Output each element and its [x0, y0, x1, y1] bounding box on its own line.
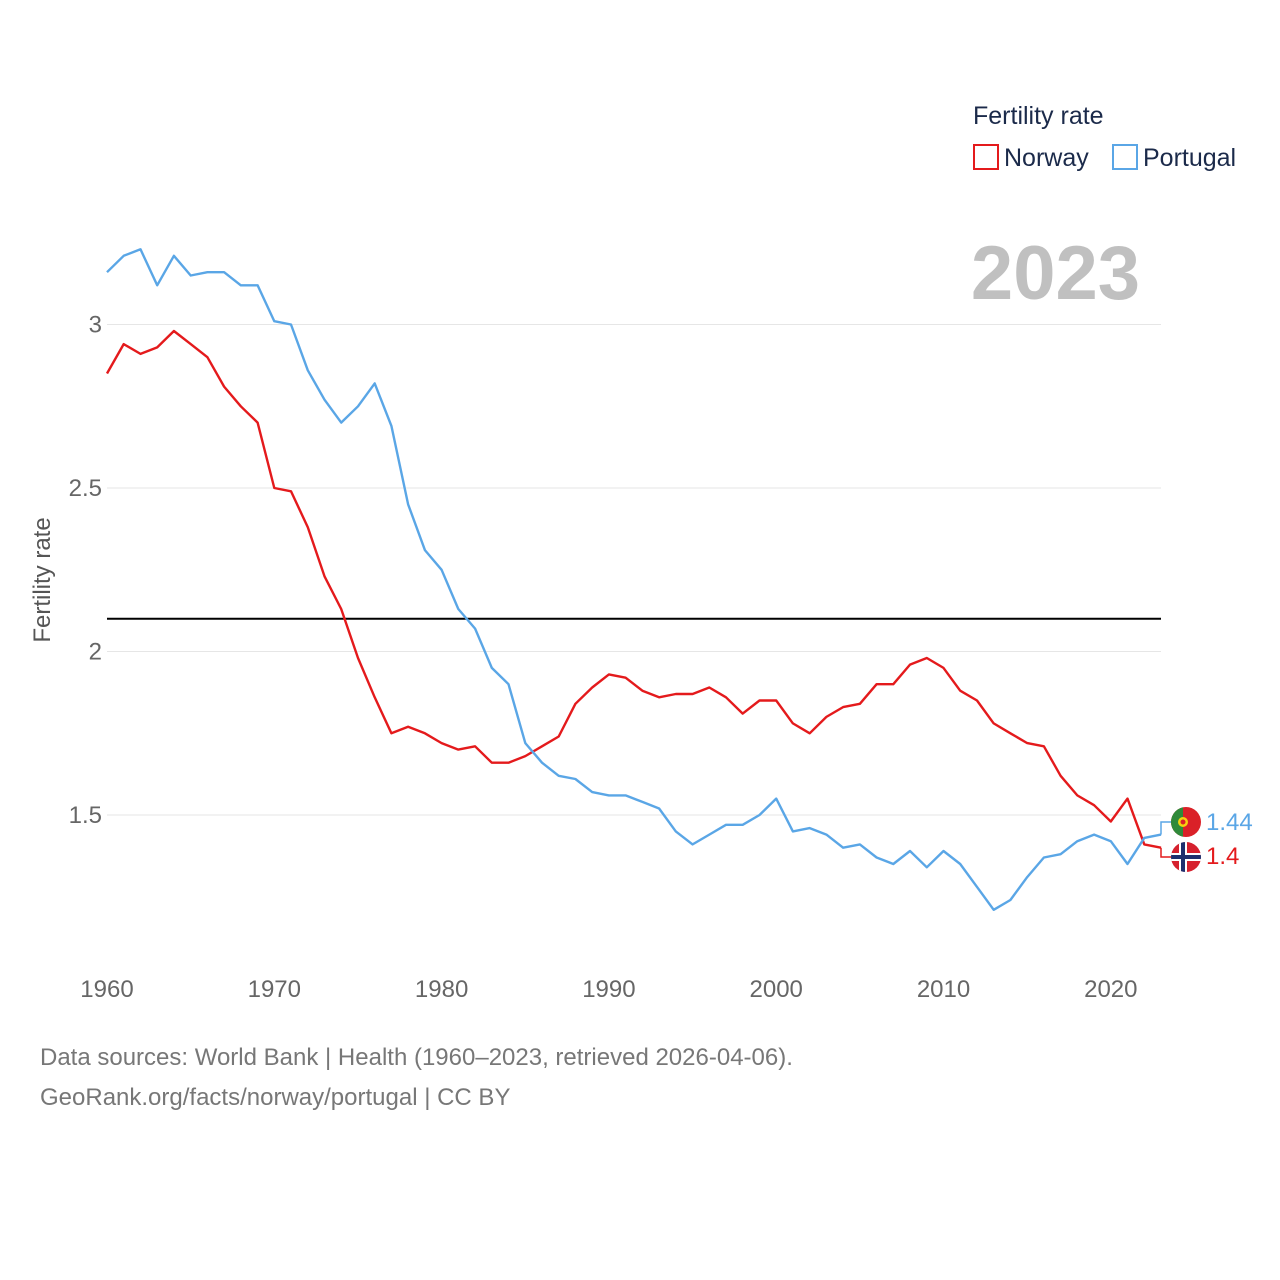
y-tick-label: 2 — [89, 639, 102, 666]
norway-end-value: 1.4 — [1206, 843, 1239, 870]
legend: Fertility rate Norway Portugal — [973, 102, 1236, 172]
legend-title: Fertility rate — [973, 102, 1104, 130]
y-tick-label: 2.5 — [69, 475, 102, 502]
portugal-end-value: 1.44 — [1206, 809, 1253, 836]
y-tick-label: 1.5 — [69, 802, 102, 829]
series-lines — [105, 248, 1162, 911]
portugal-flag-icon — [1171, 807, 1201, 837]
x-tick-label: 2000 — [750, 976, 803, 1003]
portugal-connector — [1160, 821, 1171, 835]
year-label: 2023 — [971, 231, 1140, 316]
series-line-norway — [105, 329, 1162, 849]
norway-flag-icon — [1171, 842, 1201, 872]
x-tick-label: 1990 — [582, 976, 635, 1003]
portugal-end-marker: 1.44 — [1160, 807, 1253, 837]
legend-swatch-norway[interactable] — [973, 144, 999, 170]
footer-sources: Data sources: World Bank | Health (1960–… — [40, 1044, 793, 1071]
x-tick-label: 1970 — [248, 976, 301, 1003]
x-tick-label: 1960 — [80, 976, 133, 1003]
y-axis-title: Fertility rate — [29, 517, 56, 642]
y-tick-label: 3 — [89, 312, 102, 339]
x-tick-label: 1980 — [415, 976, 468, 1003]
x-tick-label: 2010 — [917, 976, 970, 1003]
gridlines — [107, 324, 1161, 816]
norway-end-marker: 1.4 — [1160, 842, 1239, 872]
legend-label-portugal[interactable]: Portugal — [1143, 144, 1236, 172]
norway-connector — [1160, 847, 1171, 858]
y-axis-ticks: 1.5 2 2.5 3 — [69, 312, 102, 830]
legend-swatch-portugal[interactable] — [1112, 144, 1138, 170]
legend-label-norway[interactable]: Norway — [1004, 144, 1089, 172]
x-axis-ticks: 1960 1970 1980 1990 2000 2010 2020 — [80, 976, 1137, 1003]
footer-credit: GeoRank.org/facts/norway/portugal | CC B… — [40, 1084, 511, 1111]
series-line-portugal — [106, 248, 1162, 911]
x-tick-label: 2020 — [1084, 976, 1137, 1003]
